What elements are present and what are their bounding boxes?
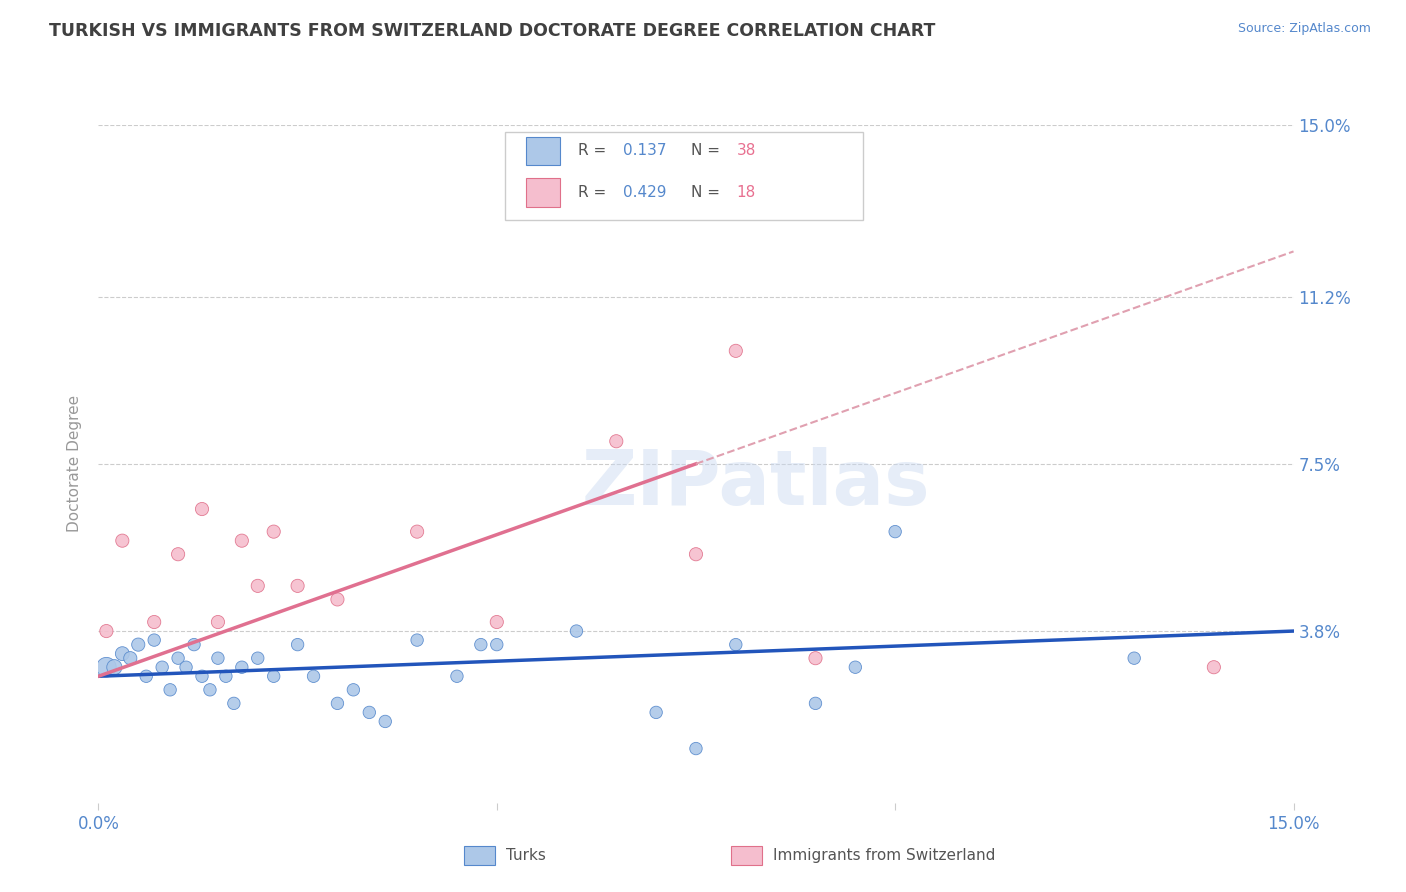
Point [263,669,285,683]
Text: 38: 38 [737,144,756,159]
Point [231,660,253,674]
Point [685,547,707,561]
Point [191,669,214,683]
Point [342,682,364,697]
Point [120,651,142,665]
Point [287,638,309,652]
Point [804,697,827,711]
Point [287,579,309,593]
Point [470,638,492,652]
Point [1202,660,1225,674]
Point [103,660,125,674]
Point [326,592,349,607]
Point [246,579,269,593]
Bar [505,132,863,219]
Point [167,547,190,561]
Point [198,682,221,697]
Text: 0.429: 0.429 [623,185,666,200]
Point [485,638,508,652]
Text: N =: N = [692,185,725,200]
Text: N =: N = [692,144,725,159]
Point [174,660,197,674]
Point [96,624,118,638]
Text: 18: 18 [737,185,756,200]
Point [1123,651,1146,665]
Point [143,615,166,629]
Bar [526,178,560,207]
Point [326,697,349,711]
Text: ZIPatlas: ZIPatlas [582,447,929,521]
Text: Turks: Turks [506,848,546,863]
Point [207,651,229,665]
Point [406,633,429,648]
Point [359,706,381,720]
Point [884,524,907,539]
Text: Source: ZipAtlas.com: Source: ZipAtlas.com [1237,22,1371,36]
Text: R =: R = [578,185,610,200]
Point [724,638,747,652]
Point [96,660,118,674]
Point [446,669,468,683]
Point [215,669,238,683]
Bar [526,136,560,165]
Y-axis label: Doctorate Degree: Doctorate Degree [67,395,83,533]
Point [222,697,245,711]
Point [844,660,866,674]
Point [183,638,205,652]
Point [246,651,269,665]
Point [302,669,325,683]
Point [645,706,668,720]
Point [374,714,396,729]
Point [159,682,181,697]
Point [605,434,627,449]
Point [111,533,134,548]
Point [804,651,827,665]
Text: R =: R = [578,144,610,159]
Point [135,669,157,683]
Point [724,343,747,358]
Point [263,524,285,539]
Text: 0.137: 0.137 [623,144,666,159]
Point [685,741,707,756]
Point [231,533,253,548]
Point [485,615,508,629]
Text: TURKISH VS IMMIGRANTS FROM SWITZERLAND DOCTORATE DEGREE CORRELATION CHART: TURKISH VS IMMIGRANTS FROM SWITZERLAND D… [49,22,935,40]
Text: Immigrants from Switzerland: Immigrants from Switzerland [773,848,995,863]
Point [565,624,588,638]
Point [406,524,429,539]
Point [150,660,173,674]
Point [191,502,214,516]
Point [143,633,166,648]
Point [167,651,190,665]
Point [127,638,149,652]
Point [207,615,229,629]
Point [111,647,134,661]
